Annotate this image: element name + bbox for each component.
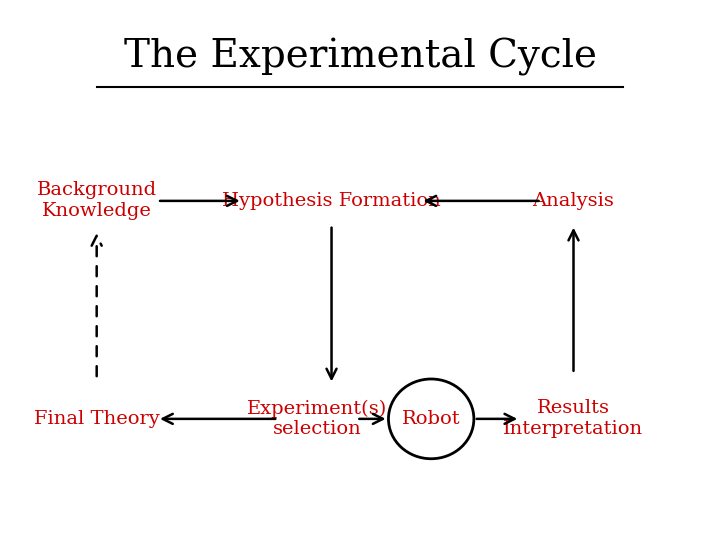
Text: The Experimental Cycle: The Experimental Cycle: [124, 38, 596, 76]
Text: Experiment(s)
selection: Experiment(s) selection: [247, 400, 387, 438]
Text: Results
Interpretation: Results Interpretation: [503, 400, 644, 438]
Text: Background
Knowledge: Background Knowledge: [37, 181, 157, 220]
Text: Robot: Robot: [402, 410, 461, 428]
Text: Analysis: Analysis: [533, 192, 614, 210]
Text: Final Theory: Final Theory: [34, 410, 160, 428]
Text: Hypothesis Formation: Hypothesis Formation: [222, 192, 441, 210]
